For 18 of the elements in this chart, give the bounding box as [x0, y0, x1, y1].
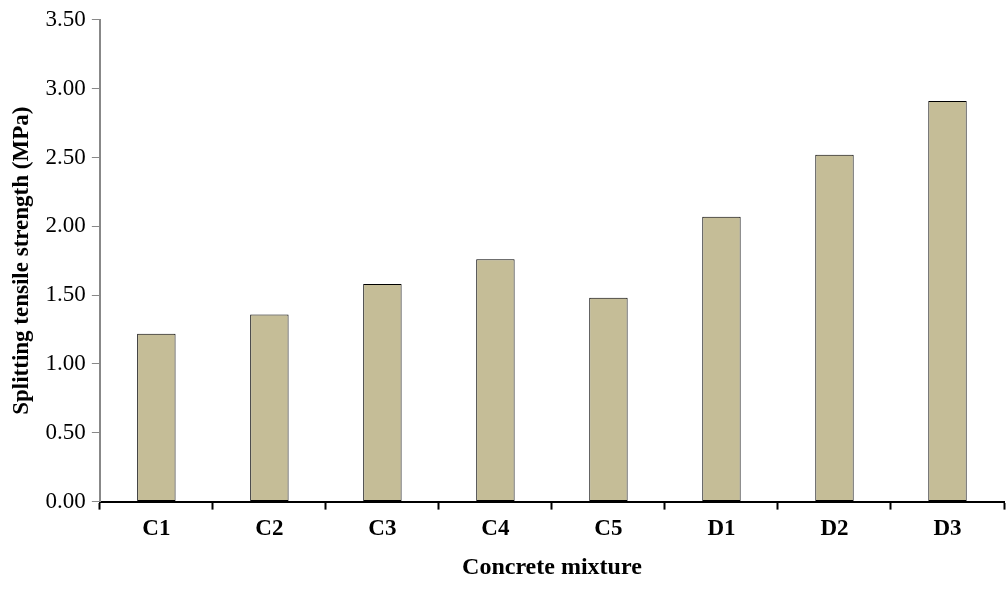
x-tick-label: D2: [820, 515, 849, 541]
y-tick-label: 3.00: [45, 74, 86, 100]
y-tick-label: 1.00: [45, 349, 86, 375]
y-tick-label: 2.50: [45, 143, 86, 169]
y-tick-label: 1.50: [45, 281, 86, 307]
x-tick-label: C5: [594, 515, 623, 541]
y-tick-label: 3.50: [45, 5, 86, 31]
x-axis-title: Concrete mixture: [462, 552, 643, 579]
x-tick-label: C1: [142, 515, 171, 541]
x-tick-label: C2: [255, 515, 284, 541]
x-tick-label: C4: [481, 515, 510, 541]
y-tick-label: 2.00: [45, 212, 86, 238]
x-tick-label: C3: [368, 515, 397, 541]
x-tick-label: D3: [933, 515, 962, 541]
y-tick-label: 0.50: [45, 418, 86, 444]
y-axis-title: Splitting tensile strength (MPa): [7, 106, 33, 415]
y-tick-label: 0.00: [45, 487, 86, 513]
x-tick-label: D1: [707, 515, 736, 541]
